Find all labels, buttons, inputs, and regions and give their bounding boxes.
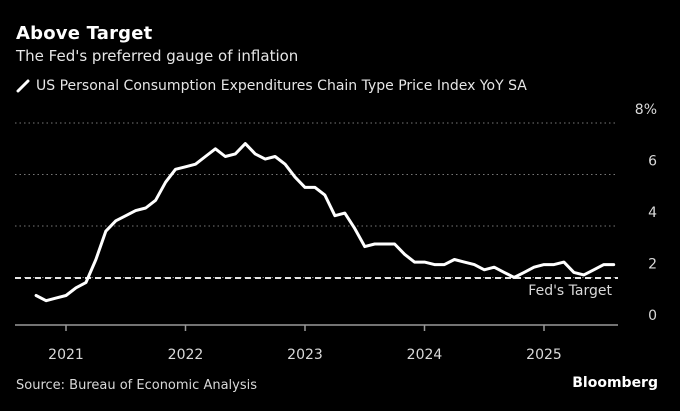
x-tick-label: 2024 — [407, 347, 443, 363]
bloomberg-logo: Bloomberg — [572, 375, 658, 391]
source-note: Source: Bureau of Economic Analysis — [16, 378, 258, 393]
legend: US Personal Consumption Expenditures Cha… — [16, 78, 527, 94]
x-tick-label: 2021 — [48, 347, 84, 363]
chart-title: Above Target — [16, 23, 153, 44]
y-tick-label: 6 — [648, 154, 657, 170]
legend-label: US Personal Consumption Expenditures Cha… — [36, 78, 527, 94]
x-tick-label: 2025 — [526, 347, 562, 363]
series-line — [34, 142, 616, 303]
legend-line-icon — [16, 79, 30, 93]
target-label: Fed's Target — [528, 283, 612, 299]
y-tick-label: 0 — [648, 308, 657, 324]
x-tick-label: 2023 — [287, 347, 323, 363]
y-tick-label: 8% — [635, 102, 657, 118]
y-tick-label: 2 — [648, 257, 657, 273]
y-tick-label: 4 — [648, 205, 657, 221]
chart-subtitle: The Fed's preferred gauge of inflation — [16, 47, 299, 65]
x-tick-label: 2022 — [168, 347, 204, 363]
